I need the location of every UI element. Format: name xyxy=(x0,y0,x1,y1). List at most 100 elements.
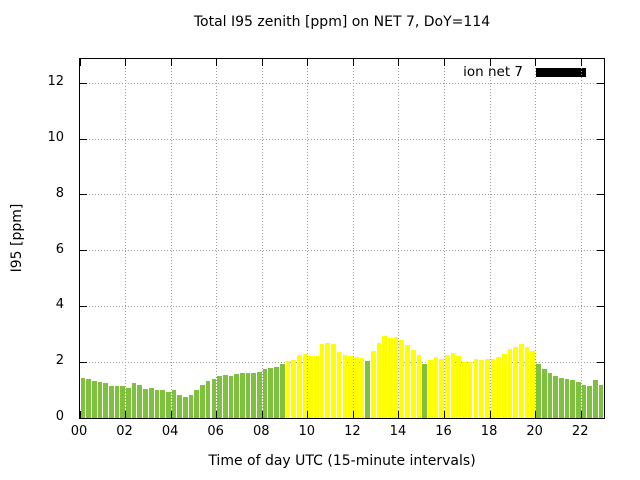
bar xyxy=(319,344,325,418)
bar xyxy=(131,383,137,418)
bar xyxy=(410,349,416,418)
bar xyxy=(558,377,564,418)
bar xyxy=(268,368,274,418)
y-tick-mark xyxy=(80,305,87,307)
bar xyxy=(388,337,393,418)
bar xyxy=(302,353,308,418)
bar xyxy=(399,340,405,418)
bar xyxy=(581,385,587,418)
x-gridline xyxy=(352,59,354,418)
y-tick-mark xyxy=(597,305,604,307)
bar xyxy=(570,379,575,418)
bar xyxy=(456,355,462,418)
y-tick-label: 4 xyxy=(55,297,64,313)
x-gridline xyxy=(444,59,446,418)
bar xyxy=(279,363,285,418)
bar xyxy=(553,375,558,418)
y-tick-label: 6 xyxy=(55,241,64,257)
bar xyxy=(97,382,103,418)
bar xyxy=(524,346,530,418)
bar xyxy=(484,358,490,418)
bar xyxy=(114,386,120,418)
y-tick-label: 8 xyxy=(55,185,64,201)
bar xyxy=(427,359,433,418)
bar xyxy=(165,391,171,418)
bar xyxy=(177,395,182,418)
bar xyxy=(342,355,348,418)
x-tick-mark xyxy=(170,411,172,418)
y-gridline xyxy=(80,194,604,196)
x-tick-label: 16 xyxy=(435,424,452,439)
y-tick-label: 10 xyxy=(47,130,64,146)
bar xyxy=(239,373,245,418)
bar xyxy=(285,360,291,418)
bar xyxy=(462,362,467,418)
bar xyxy=(490,358,496,418)
bar xyxy=(598,384,604,418)
x-tick-mark xyxy=(307,59,309,66)
bar xyxy=(450,353,456,418)
bar xyxy=(245,372,251,418)
bar xyxy=(536,364,541,418)
y-tick-mark xyxy=(597,82,604,84)
bar xyxy=(541,368,547,418)
bar xyxy=(228,375,234,418)
bar xyxy=(359,358,365,418)
bar xyxy=(507,349,513,418)
bar xyxy=(365,361,370,418)
y-gridline xyxy=(80,305,604,307)
x-tick-mark xyxy=(444,411,446,418)
bar xyxy=(234,374,239,418)
x-tick-mark xyxy=(79,59,81,66)
x-tick-mark xyxy=(535,59,537,66)
x-tick-mark xyxy=(125,59,127,66)
bar xyxy=(393,337,399,418)
x-tick-mark xyxy=(580,59,582,66)
bar xyxy=(80,378,86,418)
bar xyxy=(137,384,143,418)
x-tick-mark xyxy=(216,59,218,66)
bar xyxy=(325,343,331,418)
bar xyxy=(120,386,126,418)
y-gridline xyxy=(80,82,604,84)
y-tick-mark xyxy=(597,138,604,140)
y-tick-mark xyxy=(80,361,87,363)
bar xyxy=(308,355,313,418)
x-tick-mark xyxy=(261,59,263,66)
bar xyxy=(160,390,165,418)
x-gridline xyxy=(489,59,491,418)
x-tick-mark xyxy=(580,411,582,418)
bar xyxy=(86,378,91,418)
bar xyxy=(445,354,450,418)
bar xyxy=(501,354,507,418)
bar xyxy=(103,383,108,418)
bar xyxy=(126,387,131,418)
bar xyxy=(405,344,410,418)
bar xyxy=(291,359,296,418)
x-tick-mark xyxy=(352,411,354,418)
y-tick-mark xyxy=(80,194,87,196)
bar xyxy=(336,351,342,418)
x-gridline xyxy=(535,59,537,418)
x-tick-label: 08 xyxy=(252,424,270,439)
bar xyxy=(171,390,177,418)
chart-title: Total I95 zenith [ppm] on NET 7, DoY=114 xyxy=(193,14,491,30)
bar xyxy=(519,344,524,418)
bar xyxy=(108,385,114,418)
bar xyxy=(91,380,97,418)
y-tick-mark xyxy=(597,361,604,363)
bar xyxy=(422,364,427,418)
bar xyxy=(382,336,388,418)
x-tick-mark xyxy=(352,59,354,66)
x-tick-mark xyxy=(489,411,491,418)
bar xyxy=(262,368,268,418)
x-tick-label: 10 xyxy=(298,424,316,439)
x-tick-label: 04 xyxy=(161,424,179,439)
x-gridline xyxy=(216,59,218,418)
y-tick-mark xyxy=(597,417,604,419)
legend: ion net 7 xyxy=(463,64,586,80)
x-tick-label: 14 xyxy=(389,424,407,439)
x-gridline xyxy=(170,59,172,418)
x-tick-mark xyxy=(125,411,127,418)
